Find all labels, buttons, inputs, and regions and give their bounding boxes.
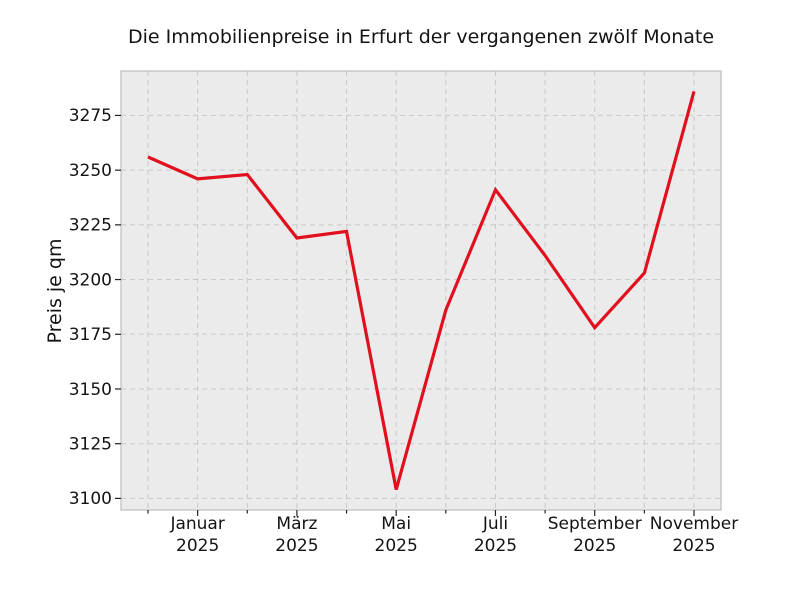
- y-tick-label: 3200: [69, 270, 112, 290]
- y-tick-label: 3250: [69, 161, 112, 181]
- x-tick-label-year: 2025: [474, 536, 517, 556]
- x-tick-label-year: 2025: [573, 536, 616, 556]
- y-tick-label: 3175: [69, 325, 112, 345]
- x-tick-label-month: Juli: [482, 514, 508, 534]
- x-tick-label-year: 2025: [375, 536, 418, 556]
- chart-title: Die Immobilienpreise in Erfurt der verga…: [127, 26, 715, 48]
- y-tick-label: 3275: [69, 106, 112, 126]
- price-line: [147, 90, 696, 491]
- x-tick-label-month: Januar: [169, 514, 224, 534]
- x-tick-label-month: November: [650, 514, 738, 534]
- x-tick-label-year: 2025: [176, 536, 219, 556]
- y-tick-label: 3150: [69, 380, 112, 400]
- y-tick-label: 3225: [69, 216, 112, 236]
- x-tick-label-month: September: [548, 514, 642, 534]
- x-tick-label-year: 2025: [672, 536, 715, 556]
- plot-border: [120, 70, 722, 511]
- x-tick-label-month: März: [276, 514, 317, 534]
- y-tick-label: 3100: [69, 489, 112, 509]
- x-tick-label-month: Mai: [381, 514, 411, 534]
- plot-background: [121, 71, 721, 510]
- y-tick-label: 3125: [69, 434, 112, 454]
- x-tick-label-year: 2025: [275, 536, 318, 556]
